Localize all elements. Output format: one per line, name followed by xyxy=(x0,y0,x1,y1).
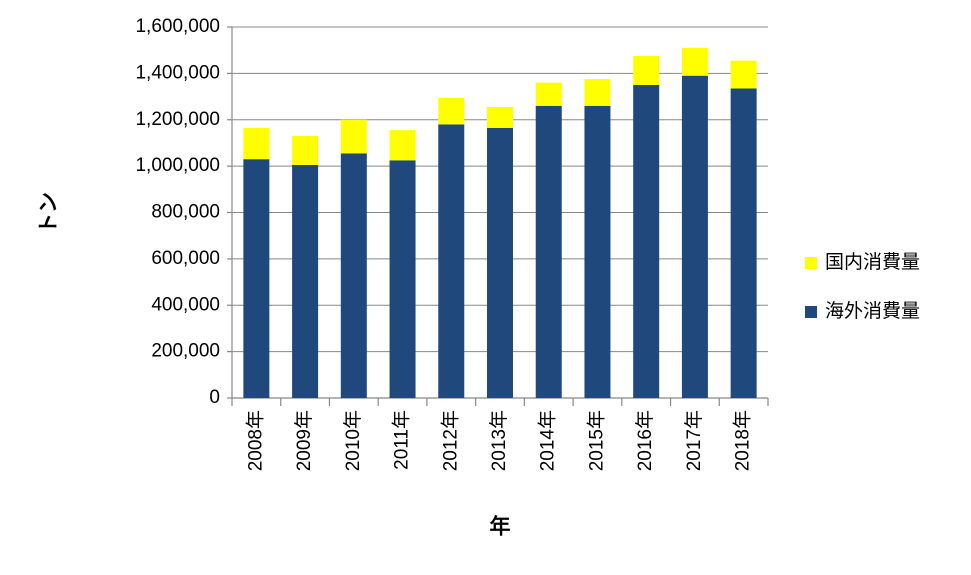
legend-label: 海外消費量 xyxy=(825,300,920,322)
legend-swatch xyxy=(805,257,817,269)
x-tick-label: 2008年 xyxy=(244,410,266,471)
y-tick-label: 200,000 xyxy=(151,341,220,362)
y-tick-label: 1,200,000 xyxy=(135,109,220,130)
bar-segment xyxy=(730,88,757,399)
y-axis-title: トン xyxy=(38,192,61,234)
x-tick-label: 2009年 xyxy=(293,410,315,471)
legend-label: 国内消費量 xyxy=(825,251,920,273)
legend-swatch xyxy=(805,306,817,318)
x-axis-title: 年 xyxy=(490,515,511,539)
bar-segment xyxy=(389,130,416,161)
bar-segment xyxy=(292,135,319,165)
y-tick-label: 1,400,000 xyxy=(135,62,220,83)
x-tick-label: 2018年 xyxy=(732,410,754,471)
bar-segment xyxy=(584,105,611,399)
bar-segment xyxy=(633,84,660,398)
x-tick-label: 2010年 xyxy=(342,410,364,471)
bar-segment xyxy=(681,75,708,398)
bar-segment xyxy=(633,55,660,85)
bar-segment xyxy=(389,160,416,398)
bar-segment xyxy=(730,60,757,89)
x-tick-label: 2013年 xyxy=(488,410,510,471)
bar-segment xyxy=(438,97,465,125)
x-tick-label: 2015年 xyxy=(585,410,607,471)
bar-segment xyxy=(535,82,562,106)
x-tick-label: 2014年 xyxy=(537,410,559,471)
x-tick-label: 2016年 xyxy=(634,410,656,471)
bar-segment xyxy=(487,127,513,398)
x-tick-label: 2017年 xyxy=(683,410,705,471)
bar-segment xyxy=(535,105,562,399)
bar-segment xyxy=(292,164,319,398)
x-tick-label: 2011年 xyxy=(391,410,413,470)
bar-segment xyxy=(340,153,367,398)
bar-segment xyxy=(681,47,708,76)
bar-segment xyxy=(243,127,270,160)
x-tick-label: 2012年 xyxy=(439,410,461,471)
y-tick-label: 0 xyxy=(209,387,220,408)
bar-segment xyxy=(584,79,611,106)
y-tick-label: 1,000,000 xyxy=(135,155,220,176)
bar-segment xyxy=(487,106,513,128)
bar-segment xyxy=(438,124,465,398)
bar-segment xyxy=(340,119,367,154)
y-tick-label: 600,000 xyxy=(151,248,220,269)
y-tick-label: 800,000 xyxy=(151,202,220,223)
y-tick-label: 400,000 xyxy=(151,294,220,315)
bar-segment xyxy=(243,159,270,398)
y-tick-label: 1,600,000 xyxy=(135,16,220,37)
